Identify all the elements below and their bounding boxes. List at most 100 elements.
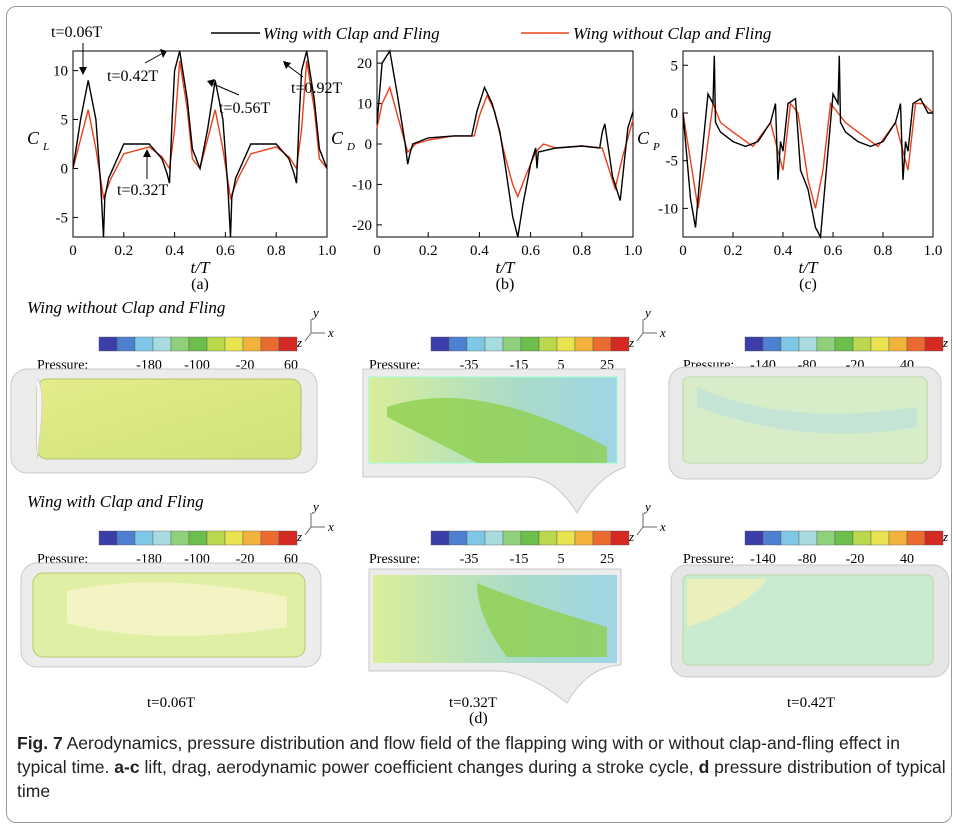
- x-tick-label: 1.0: [318, 243, 337, 259]
- colorbar-swatch: [279, 531, 297, 545]
- figure-caption: Fig. 7 Aerodynamics, pressure distributi…: [17, 731, 947, 803]
- x-tick-label: 0.4: [470, 243, 489, 259]
- colorbar-swatch: [207, 531, 225, 545]
- y-tick-label: 5: [61, 113, 69, 129]
- colorbar-swatch: [243, 531, 261, 545]
- time-label-1: t=0.06T: [147, 695, 195, 711]
- x-tick-label: 0.4: [774, 243, 793, 259]
- y-tick-label: -5: [56, 210, 69, 226]
- series-line-without-clap: [377, 87, 633, 196]
- colorbar-swatch: [763, 531, 781, 545]
- colorbar-swatch: [99, 337, 117, 351]
- colorbar-swatch: [853, 337, 871, 351]
- pressure-label: Pressure:: [369, 552, 420, 567]
- axis-triad-z-label: z: [296, 335, 302, 350]
- colorbar-swatch: [745, 531, 763, 545]
- axis-triad-z: [637, 527, 643, 535]
- colorbar-swatch: [171, 531, 189, 545]
- colorbar-tick-label: 5: [558, 552, 565, 567]
- axis-triad-z-label: z: [628, 529, 634, 544]
- colorbar-swatch: [871, 531, 889, 545]
- axis-triad-z-label: z: [942, 335, 948, 350]
- axis-triad-x-label: x: [327, 519, 334, 534]
- plot-lift: 0 0.2 0.4 0.6 0.8 1.0 -5 0 5 10 t/T(a) C L: [27, 51, 336, 293]
- x-tick-label: 0.8: [572, 243, 591, 259]
- y-axis-label: C: [331, 128, 344, 148]
- colorbar-swatch: [207, 337, 225, 351]
- colorbar-swatch: [189, 337, 207, 351]
- y-tick-label: 10: [357, 97, 372, 113]
- colorbar-swatch: [575, 531, 593, 545]
- colorbar-swatch: [521, 531, 539, 545]
- figure-frame: Wing with Clap and Fling Wing without Cl…: [6, 6, 952, 823]
- colorbar-swatch: [799, 337, 817, 351]
- x-tick-label: 0.6: [521, 243, 540, 259]
- row2-title: Wing with Clap and Fling: [27, 492, 204, 511]
- x-tick-label: 0.8: [874, 243, 893, 259]
- x-tick-label: 0.6: [824, 243, 843, 259]
- time-label-3: t=0.42T: [787, 695, 835, 711]
- axis-triad-z-label: z: [628, 335, 634, 350]
- x-tick-label: 0: [679, 243, 687, 259]
- x-axis-label: t/T: [799, 258, 819, 277]
- colorbar-swatch: [611, 531, 629, 545]
- x-tick-label: 0.2: [724, 243, 743, 259]
- colorbar-swatch: [485, 531, 503, 545]
- x-tick-label: 0.8: [267, 243, 286, 259]
- legend: Wing with Clap and Fling Wing without Cl…: [211, 24, 771, 43]
- wing-render-row1-t032: [363, 369, 625, 513]
- colorbar-swatch: [117, 337, 135, 351]
- panel-label-d: (d): [469, 710, 488, 727]
- row1-title: Wing without Clap and Fling: [27, 298, 225, 317]
- annotation-arrowhead: [143, 149, 151, 157]
- colorbar-swatch: [243, 337, 261, 351]
- x-tick-label: 0.2: [114, 243, 133, 259]
- y-tick-label: -5: [666, 154, 679, 170]
- colorbar-swatch: [189, 531, 207, 545]
- colorbar-swatch: [817, 337, 835, 351]
- plot-drag: 0 0.2 0.4 0.6 0.8 1.0 -20 -10 0 10 20 t/T(b) C D: [331, 51, 642, 293]
- colorbar-swatch: [431, 337, 449, 351]
- colorbar-swatch: [557, 531, 575, 545]
- colorbar-swatch: [521, 337, 539, 351]
- x-tick-label: 0: [69, 243, 77, 259]
- annotation-arrowhead: [79, 67, 87, 75]
- annotation-t056: t=0.56T: [219, 100, 270, 117]
- axis-triad-x-label: x: [659, 519, 666, 534]
- colorbar-swatch: [907, 337, 925, 351]
- colorbar-swatch: [117, 531, 135, 545]
- y-axis-label: C: [637, 128, 650, 148]
- x-tick-label: 0: [373, 243, 381, 259]
- axis-triad-z-label: z: [296, 529, 302, 544]
- x-tick-label: 0.2: [419, 243, 438, 259]
- colorbar-swatch: [539, 337, 557, 351]
- plot-power: 0 0.2 0.4 0.6 0.8 1.0 -10 -5 0 5 t/T(c) C P: [637, 51, 942, 293]
- colorbar-swatch: [611, 337, 629, 351]
- axis-triad-z: [637, 333, 643, 341]
- colorbar-swatch: [225, 531, 243, 545]
- colorbar-swatch: [575, 337, 593, 351]
- colorbar-swatch: [503, 337, 521, 351]
- wing-render-row2-t006: [21, 563, 321, 667]
- colorbar-tick-label: -35: [460, 552, 479, 567]
- colorbar-swatch: [745, 337, 763, 351]
- colorbar-swatch: [431, 531, 449, 545]
- annotation-arrow: [145, 53, 163, 63]
- colorbar-swatch: [153, 531, 171, 545]
- annotation-arrow: [287, 65, 303, 77]
- axis-triad-y-label: y: [311, 305, 319, 320]
- colorbar-swatch: [925, 337, 943, 351]
- x-tick-label: 0.6: [216, 243, 235, 259]
- colorbar-swatch: [799, 531, 817, 545]
- colorbar-swatch: [817, 531, 835, 545]
- annotation-arrow: [211, 83, 239, 95]
- colorbar-swatch: [153, 337, 171, 351]
- colorbar-swatch: [225, 337, 243, 351]
- panel-label: (c): [799, 276, 817, 293]
- colorbar-swatch: [835, 531, 853, 545]
- colorbar-swatch: [467, 337, 485, 351]
- y-tick-label: 0: [671, 106, 679, 122]
- colorbar-swatch: [135, 337, 153, 351]
- x-tick-label: 1.0: [924, 243, 943, 259]
- colorbar-swatch: [467, 531, 485, 545]
